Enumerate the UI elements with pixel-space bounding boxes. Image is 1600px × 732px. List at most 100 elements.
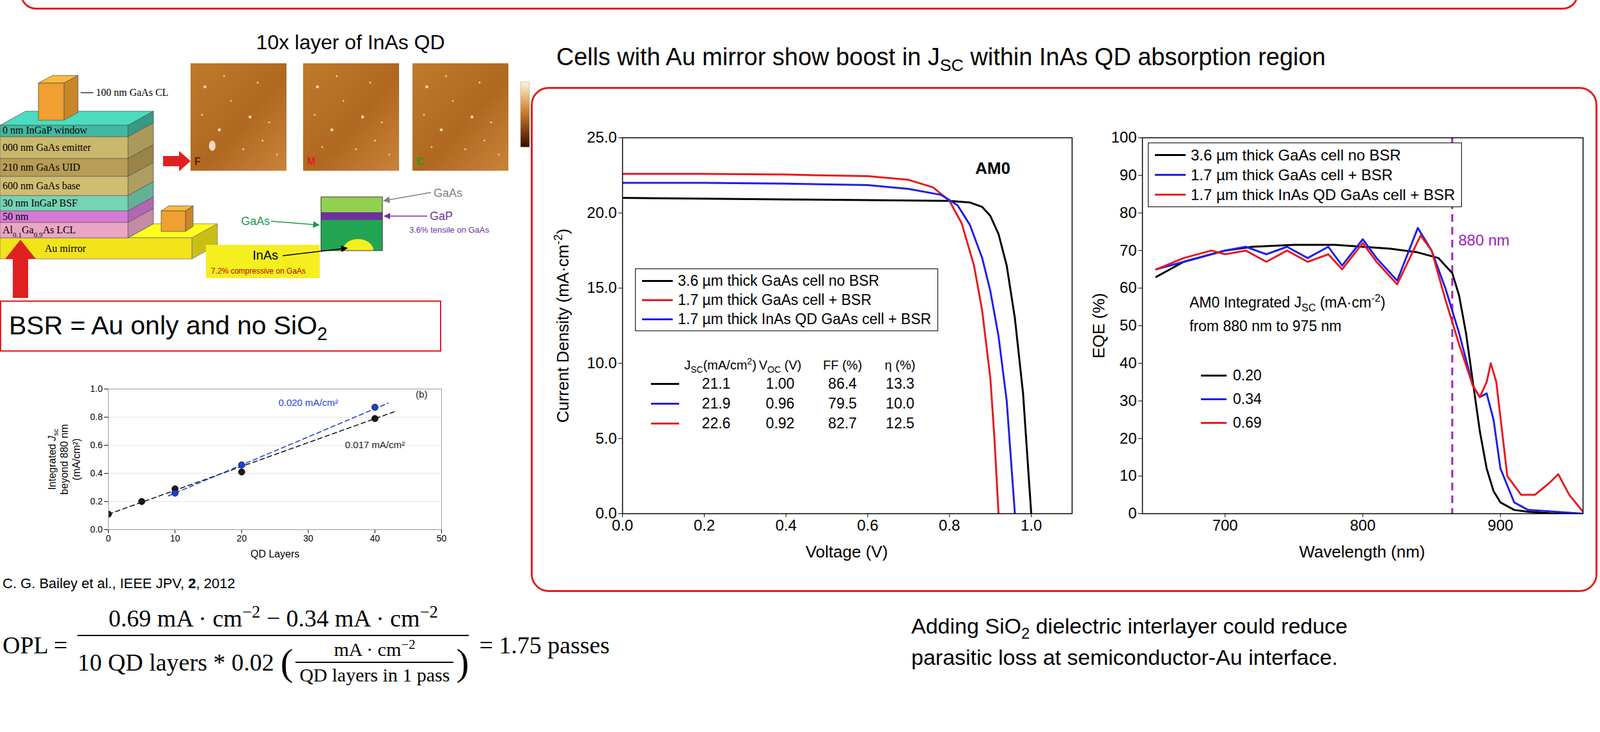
html-text:OPL =: OPL = (2, 631, 68, 659)
svg-text:90: 90 (1119, 166, 1138, 184)
html-text:86.4: 86.4 (828, 375, 857, 393)
html-text:1.7 µm thick InAs QD GaAs cell: 1.7 µm thick InAs QD GaAs cell + BSR (1190, 185, 1456, 204)
svg-text:1.0: 1.0 (90, 383, 103, 394)
svg-text:0 nm InGaP window: 0 nm InGaP window (2, 124, 88, 136)
html-text:from 880 nm to 975 nm: from 880 nm to 975 nm (1189, 317, 1342, 335)
html-text:0.92: 0.92 (765, 415, 795, 432)
svg-text:GaP: GaP (429, 209, 453, 223)
svg-text:100 nm GaAs CL: 100 nm GaAs CL (95, 86, 169, 98)
html-text:AM0: AM0 (975, 158, 1011, 178)
html-text:AM0 Integrated JSC(mA·cm-2): AM0 Integrated JSC(mA·cm-2) (1189, 292, 1386, 314)
svg-text:10.0: 10.0 (587, 354, 618, 372)
html-text:3.6 µm thick GaAs cell no BSR: 3.6 µm thick GaAs cell no BSR (677, 272, 880, 289)
svg-text:40: 40 (1119, 354, 1138, 372)
svg-text:30: 30 (1119, 392, 1138, 410)
svg-text:0.4: 0.4 (775, 516, 797, 534)
html-text:Adding SiO2dielectric interlay: Adding SiO2dielectric interlayer could r… (911, 613, 1348, 642)
svg-text:60: 60 (1119, 278, 1138, 297)
svg-text:0.017 mA/cm²: 0.017 mA/cm² (345, 439, 405, 451)
svg-text:0.2: 0.2 (90, 496, 103, 507)
svg-text:15.0: 15.0 (587, 278, 618, 297)
html-text:0.69: 0.69 (1232, 414, 1262, 432)
html-text:parasitic loss at semiconducto: parasitic loss at semiconductor-Au inter… (911, 645, 1338, 670)
svg-text:20: 20 (236, 533, 247, 544)
svg-text:0: 0 (1128, 504, 1137, 522)
html-text:Wavelength (nm): Wavelength (nm) (1299, 542, 1426, 562)
svg-text:700: 700 (1212, 516, 1239, 534)
svg-text:20.0: 20.0 (587, 203, 618, 222)
html-text:21.1: 21.1 (701, 375, 731, 393)
svg-text:0.0: 0.0 (611, 516, 634, 534)
html-text:Current Density (mA·cm: Current Density (mA·cm (552, 244, 573, 423)
html-text:13.3: 13.3 (885, 375, 915, 393)
svg-text:0.4: 0.4 (90, 468, 103, 479)
html-text:880 nm: 880 nm (1458, 231, 1510, 249)
svg-text:0.6: 0.6 (90, 439, 103, 451)
html-text:1.00: 1.00 (765, 375, 795, 393)
svg-text:25.0: 25.0 (587, 128, 618, 146)
svg-text:0: 0 (106, 533, 112, 544)
html-text:Voltage (V): Voltage (V) (805, 542, 888, 562)
html-text:C. G. Bailey et al., IEEE JPV,: C. G. Bailey et al., IEEE JPV, 2, 2012 (2, 575, 236, 592)
svg-text:100: 100 (1110, 128, 1137, 146)
html-text:Cells with Au mirror show boos: Cells with Au mirror show boost in JSCwi… (556, 43, 1326, 75)
html-text:1.7 µm thick InAs QD GaAs cell: 1.7 µm thick InAs QD GaAs cell + BSR (677, 310, 932, 328)
svg-text:M: M (306, 156, 316, 167)
svg-text:30 nm InGaP BSF: 30 nm InGaP BSF (2, 197, 78, 209)
svg-text:210 nm GaAs UID: 210 nm GaAs UID (2, 161, 80, 173)
html-text:0.96: 0.96 (765, 395, 795, 412)
svg-text:0.8: 0.8 (90, 411, 103, 423)
html-text:mA · cm−2: mA · cm−2 (333, 636, 416, 660)
html-text:10x layer of InAs QD: 10x layer of InAs QD (256, 30, 445, 54)
svg-text:000 nm GaAs emitter: 000 nm GaAs emitter (2, 141, 92, 153)
svg-text:40: 40 (370, 533, 381, 544)
svg-text:(b): (b) (415, 388, 428, 400)
html-text:0.34: 0.34 (1232, 390, 1262, 408)
svg-text:0.2: 0.2 (693, 516, 715, 534)
svg-text:5.0: 5.0 (595, 429, 617, 448)
html-text:21.9: 21.9 (701, 395, 731, 412)
svg-text:7.2% compressive on GaAs: 7.2% compressive on GaAs (211, 266, 306, 276)
svg-text:10: 10 (170, 533, 181, 544)
svg-text:900: 900 (1487, 516, 1514, 534)
svg-text:1.0: 1.0 (1020, 516, 1042, 534)
html-text:EQE (%): EQE (%) (1088, 292, 1108, 359)
svg-text:GaAs: GaAs (241, 214, 270, 228)
svg-text:50: 50 (436, 533, 448, 544)
svg-text:20: 20 (1119, 429, 1138, 448)
html-text:JSC(mA/cm2) VOC(V): JSC(mA/cm2) VOC(V) (684, 356, 802, 375)
svg-text:10: 10 (1119, 466, 1138, 485)
svg-text:0.0: 0.0 (90, 524, 103, 535)
svg-text:Al0.1Ga0.9As LCL: Al0.1Ga0.9As LCL (2, 224, 77, 239)
html-text:0.69 mA · cm−2− 0.34 mA · cm−2: 0.69 mA · cm−2− 0.34 mA · cm−2 (108, 602, 438, 632)
svg-text:50 nm: 50 nm (2, 211, 29, 222)
svg-text:Au mirror: Au mirror (44, 243, 87, 254)
html-text:1.7 µm thick GaAs cell + BSR: 1.7 µm thick GaAs cell + BSR (677, 291, 872, 308)
svg-text:50: 50 (1119, 316, 1138, 334)
html-text:10 QD layers * 0.02 (: 10 QD layers * 0.02 ( (77, 641, 294, 684)
html-text:22.6: 22.6 (701, 415, 731, 432)
html-text:12.5: 12.5 (885, 415, 915, 432)
html-text:3.6 µm thick GaAs cell no BSR: 3.6 µm thick GaAs cell no BSR (1190, 146, 1401, 164)
svg-text:70: 70 (1119, 241, 1138, 259)
svg-text:InAs: InAs (252, 248, 279, 263)
html-text:0.20: 0.20 (1232, 367, 1262, 384)
html-text:82.7: 82.7 (828, 415, 857, 432)
svg-text:3.6% tensile on GaAs: 3.6% tensile on GaAs (409, 225, 490, 235)
svg-text:600 nm GaAs base: 600 nm GaAs base (2, 180, 80, 192)
svg-text:800: 800 (1349, 516, 1376, 534)
html-text:79.5: 79.5 (828, 395, 857, 412)
svg-text:0.6: 0.6 (856, 516, 879, 534)
svg-text:80: 80 (1119, 203, 1138, 222)
svg-text:F: F (194, 156, 201, 167)
html-text:QD layers in 1 pass ) = 1.75 p: QD layers in 1 pass ) = 1.75 passes (299, 631, 610, 686)
html-text:1.7 µm thick GaAs cell + BSR: 1.7 µm thick GaAs cell + BSR (1190, 165, 1393, 184)
svg-text:0.020 mA/cm²: 0.020 mA/cm² (278, 397, 338, 408)
svg-text:0.8: 0.8 (938, 516, 960, 534)
svg-text:GaAs: GaAs (433, 186, 463, 200)
svg-text:C: C (416, 156, 424, 167)
html-text:BSR = Au only and no SiO2: BSR = Au only and no SiO2 (8, 310, 328, 345)
svg-text:0.0: 0.0 (595, 504, 617, 522)
svg-text:30: 30 (303, 533, 314, 544)
html-text:10.0: 10.0 (885, 395, 915, 412)
